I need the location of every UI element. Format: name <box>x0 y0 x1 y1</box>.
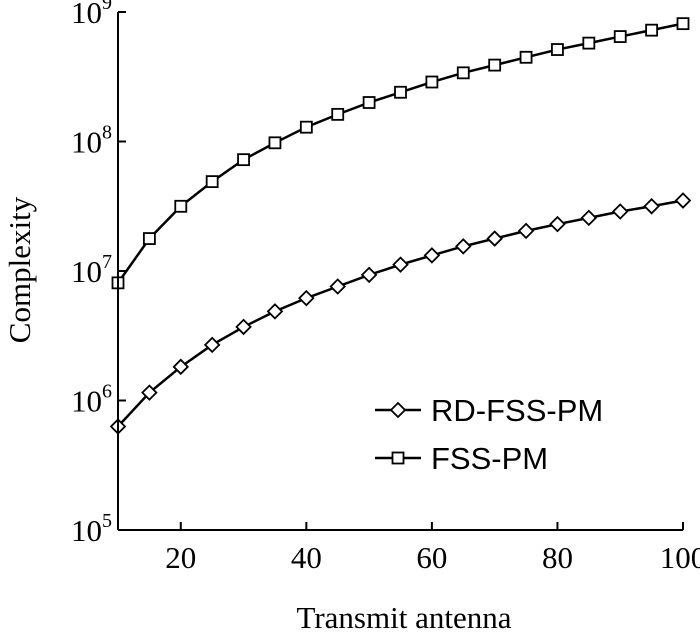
x-tick-label: 60 <box>416 540 447 575</box>
axes: 20 40 60 80 100 105 106 107 108 109 <box>71 0 700 575</box>
data-point <box>237 153 250 167</box>
series-line <box>116 22 684 284</box>
data-point <box>141 384 158 401</box>
data-point <box>331 107 345 121</box>
series-rd-fss-pm <box>109 192 692 435</box>
y-tick-label: 107 <box>71 251 112 289</box>
data-point <box>360 266 378 284</box>
y-axis-label: Complexity <box>2 196 37 343</box>
data-point <box>298 289 315 307</box>
data-point <box>425 75 439 89</box>
data-point <box>551 43 564 56</box>
data-point <box>235 318 252 336</box>
data-point <box>643 198 660 215</box>
x-axis-label: Transmit antenna <box>297 600 512 635</box>
data-point <box>486 230 503 247</box>
data-point <box>266 303 284 320</box>
plot-area <box>109 17 692 435</box>
data-point <box>299 120 313 134</box>
data-point <box>676 17 690 31</box>
y-tick-label: 108 <box>71 122 112 160</box>
data-point <box>392 256 409 273</box>
data-point <box>613 30 627 43</box>
data-point <box>456 66 470 80</box>
legend: RD-FSS-PM FSS-PM <box>375 393 603 476</box>
data-point <box>329 278 346 295</box>
x-tick-label: 20 <box>165 540 196 575</box>
data-point <box>423 247 441 264</box>
legend-label: FSS-PM <box>431 441 548 476</box>
data-point <box>674 192 692 209</box>
data-point <box>362 96 376 109</box>
data-point <box>455 238 472 255</box>
x-tick-label: 100 <box>660 540 700 575</box>
data-point <box>394 85 407 99</box>
y-tick-label: 109 <box>71 0 112 30</box>
data-point <box>611 203 629 220</box>
x-tick-label: 80 <box>542 540 573 575</box>
data-point <box>582 36 596 50</box>
data-point <box>488 58 502 72</box>
series-fss-pm <box>111 17 690 290</box>
legend-entry: RD-FSS-PM <box>375 393 603 428</box>
y-tick-label: 106 <box>71 381 112 419</box>
data-point <box>203 336 221 354</box>
data-point <box>645 23 659 37</box>
data-point <box>172 358 190 376</box>
legend-marker <box>391 451 405 465</box>
data-point <box>142 232 156 245</box>
x-tick-label: 40 <box>291 540 322 575</box>
data-point <box>268 136 282 150</box>
data-point <box>519 50 533 64</box>
legend-entry: FSS-PM <box>375 441 548 476</box>
data-point <box>549 215 566 233</box>
data-point <box>174 199 188 213</box>
data-point <box>517 222 535 240</box>
legend-label: RD-FSS-PM <box>431 393 603 428</box>
data-point <box>580 209 598 227</box>
y-tick-label: 105 <box>71 510 112 548</box>
data-point <box>205 175 219 189</box>
legend-marker <box>389 401 407 419</box>
